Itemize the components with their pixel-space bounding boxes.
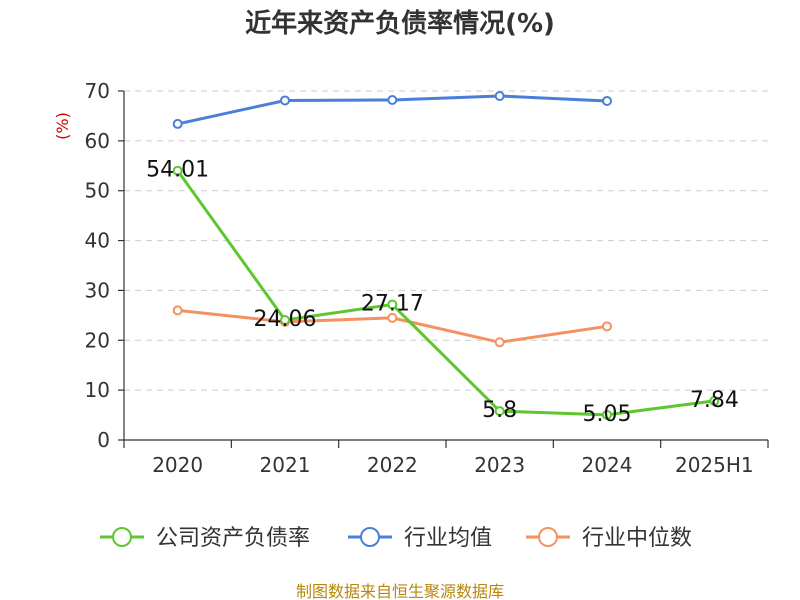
- axes: 0 10 20 30 40 50 60 70 2020 2021 2022 2023 2024 2025H…: [85, 79, 769, 477]
- data-point: [602, 321, 612, 332]
- legend-swatch-marker: [360, 527, 380, 547]
- x-tick-label: 2023: [474, 453, 525, 477]
- data-label: 5.8: [482, 398, 517, 423]
- y-tick-label: 60: [85, 129, 110, 153]
- x-tick-label: 2020: [152, 453, 203, 477]
- legend-item: 行业中位数: [526, 526, 692, 551]
- x-tick-label: 2024: [582, 453, 633, 477]
- legend-label: 公司资产负债率: [156, 526, 310, 551]
- data-point: [602, 95, 612, 106]
- legend-swatch-marker: [538, 527, 558, 547]
- data-point: [494, 337, 505, 348]
- y-tick-label: 10: [85, 378, 110, 402]
- y-tick-label: 70: [85, 79, 110, 103]
- chart-title: 近年来资产负债率情况(%): [245, 8, 555, 39]
- y-tick-label: 40: [85, 229, 110, 253]
- y-axis-label: (%): [53, 112, 72, 140]
- data-point: [172, 165, 183, 176]
- data-label: 24.06: [254, 307, 317, 332]
- data-label: 54.01: [146, 158, 209, 183]
- data-point: [280, 315, 290, 326]
- y-tick-label: 0: [97, 428, 110, 452]
- legend-swatch-marker: [112, 527, 132, 547]
- legend-item: 行业均值: [348, 526, 492, 551]
- grid-lines: [124, 90, 768, 391]
- series-line: [176, 169, 715, 417]
- data-point: [387, 312, 398, 323]
- data-point: [709, 395, 720, 406]
- y-tick-label: 30: [85, 278, 110, 302]
- x-tick-label: 2021: [260, 453, 311, 477]
- legend-label: 行业均值: [404, 526, 492, 551]
- data-labels: 54.01 24.06 27.17 5.8 5.05 7.84: [146, 158, 739, 427]
- y-tick-label: 50: [85, 179, 110, 203]
- series-group: [172, 165, 720, 420]
- source-note: 制图数据来自恒生聚源数据库: [296, 582, 504, 600]
- data-point: [602, 409, 612, 420]
- legend: 公司资产负债率 行业均值 行业中位数: [100, 526, 692, 551]
- data-point: [387, 94, 398, 105]
- data-point: [172, 305, 183, 316]
- data-label: 5.05: [583, 402, 632, 427]
- series-group: [172, 90, 612, 129]
- series-layer: [172, 90, 720, 420]
- data-label: 7.84: [690, 388, 739, 413]
- data-point: [387, 299, 398, 310]
- legend-label: 行业中位数: [582, 526, 692, 551]
- x-tick-label: 2022: [367, 453, 418, 477]
- data-label: 27.17: [361, 292, 424, 317]
- data-point: [172, 118, 183, 129]
- legend-item: 公司资产负债率: [100, 526, 310, 551]
- x-tick-label: 2025H1: [675, 453, 754, 477]
- data-point: [494, 90, 505, 101]
- data-point: [494, 406, 505, 417]
- y-tick-label: 20: [85, 328, 110, 352]
- data-point: [280, 95, 290, 106]
